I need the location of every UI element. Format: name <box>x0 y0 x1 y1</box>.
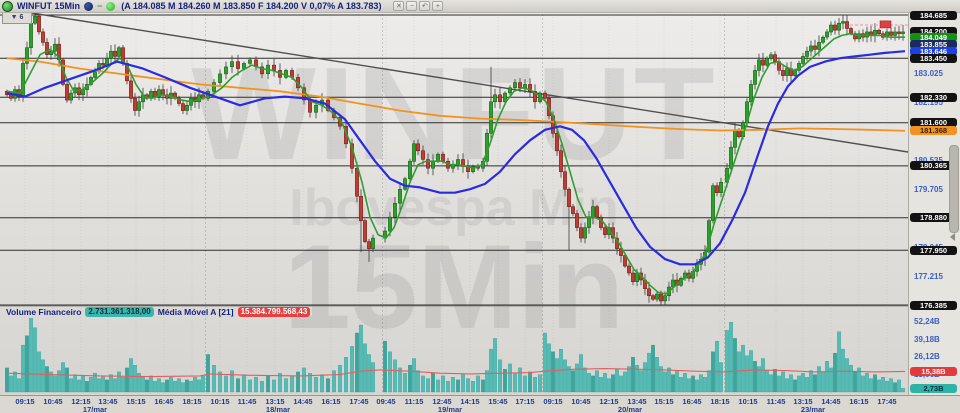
ohlc-quote-text: (A 184.085 M 184.260 M 183.850 F 184.200… <box>121 1 382 11</box>
price-chart-canvas[interactable] <box>0 13 908 395</box>
scrollbar-arrow-icon[interactable] <box>950 233 955 241</box>
volume-tick-label: 26,12B <box>914 352 940 362</box>
status-navy-icon <box>84 1 93 11</box>
price-tick-label: 180.535 <box>914 155 943 165</box>
price-badge-184.200: 184.200 <box>910 27 957 37</box>
time-label: 17:45 <box>349 397 369 406</box>
volume-indicator-header: Volume Financeiro 2.731.361.318,00 Média… <box>6 307 311 317</box>
time-label: 13:15 <box>793 397 813 406</box>
volume-label: Volume Financeiro <box>6 307 82 317</box>
date-label: 20/mar <box>617 405 643 413</box>
date-label: 17/mar <box>82 405 108 413</box>
collapse-button[interactable]: − <box>406 1 418 11</box>
time-label: 14:45 <box>821 397 841 406</box>
time-axis[interactable]: 09:15 10:45 12:15 13:45 15:15 16:45 18:15 10:15… <box>0 395 960 413</box>
time-label: 18:15 <box>710 397 730 406</box>
time-label: 11:45 <box>237 397 257 406</box>
price-badge-176.385: 176.385 <box>910 300 957 310</box>
date-label: 18/mar <box>265 405 291 413</box>
price-tick-label: 182.195 <box>914 97 943 107</box>
separator-dash: − <box>97 1 103 11</box>
time-label: 16:45 <box>154 397 174 406</box>
time-label: 10:45 <box>571 397 591 406</box>
price-tick-label: 183.025 <box>914 68 943 78</box>
time-label: 14:45 <box>293 397 313 406</box>
time-label: 15:15 <box>654 397 674 406</box>
time-label: 17:15 <box>515 397 535 406</box>
time-label: 10:15 <box>738 397 758 406</box>
time-label: 13:45 <box>98 397 118 406</box>
price-badge-183.646: 183.646 <box>910 46 957 56</box>
time-label: 12:45 <box>432 397 452 406</box>
price-tick-label: 179.705 <box>914 184 943 194</box>
chart-logo-icon <box>2 0 13 12</box>
time-label: 09:15 <box>543 397 563 406</box>
zoom-in-button[interactable]: + <box>432 1 444 11</box>
date-label: 19/mar <box>437 405 463 413</box>
time-label: 15:15 <box>126 397 146 406</box>
time-label: 16:45 <box>682 397 702 406</box>
time-label: 09:15 <box>15 397 35 406</box>
volume-tick-label: 39,18B <box>914 334 940 344</box>
time-label: 09:45 <box>376 397 396 406</box>
price-badge-180.365: 180.365 <box>910 161 957 171</box>
vertical-scrollbar-thumb[interactable] <box>949 145 959 233</box>
time-label: 13:45 <box>627 397 647 406</box>
time-label: 16:15 <box>849 397 869 406</box>
time-label: 12:15 <box>71 397 91 406</box>
price-axis[interactable]: 183.025182.195180.535179.705178.045177.2… <box>908 10 960 395</box>
time-label: 15:45 <box>488 397 508 406</box>
time-label: 18:15 <box>182 397 202 406</box>
zoom-reset-button[interactable]: ✕ <box>393 1 405 11</box>
time-label: 10:45 <box>43 397 63 406</box>
volume-ma-value-badge: 15.384.799.568,43 <box>237 307 311 317</box>
price-badge-178.880: 178.880 <box>910 213 957 223</box>
volume-badge-15,38B: 15,38B <box>910 366 957 376</box>
time-label: 11:15 <box>404 397 424 406</box>
price-badge-184.049: 184.049 <box>910 32 957 42</box>
symbol-title: WINFUT 15Min <box>17 1 80 11</box>
time-label: 11:45 <box>766 397 786 406</box>
undo-button[interactable]: ↶ <box>419 1 431 11</box>
price-badge-184.685: 184.685 <box>910 10 957 20</box>
chart-tab[interactable]: ▼ 6 <box>2 13 32 24</box>
alert-marker <box>879 20 892 29</box>
volume-ma-label: Média Móvel A [21] <box>157 307 234 317</box>
price-badge-181.600: 181.600 <box>910 118 957 128</box>
price-tick-label: 177.215 <box>914 271 943 281</box>
time-label: 10:15 <box>210 397 230 406</box>
price-badge-182.330: 182.330 <box>910 92 957 102</box>
time-label: 17:45 <box>877 397 897 406</box>
header-buttons-group: ✕ − ↶ + <box>393 1 444 11</box>
price-badge-183.855: 183.855 <box>910 39 957 49</box>
status-green-icon <box>106 1 116 11</box>
volume-badge-2,73B: 2,73B <box>910 383 957 393</box>
time-label: 12:15 <box>599 397 619 406</box>
date-label: 23/mar <box>800 405 826 413</box>
time-label: 16:15 <box>321 397 341 406</box>
price-badge-183.450: 183.450 <box>910 53 957 63</box>
price-badge-181.368: 181.368 <box>910 126 957 136</box>
volume-tick-label: 52,24B <box>914 317 940 327</box>
chart-header-bar: WINFUT 15Min − (A 184.085 M 184.260 M 18… <box>0 0 960 13</box>
time-label: 14:15 <box>460 397 480 406</box>
price-badge-177.950: 177.950 <box>910 245 957 255</box>
volume-value-badge: 2.731.361.318,00 <box>85 307 154 317</box>
time-label: 13:15 <box>265 397 285 406</box>
